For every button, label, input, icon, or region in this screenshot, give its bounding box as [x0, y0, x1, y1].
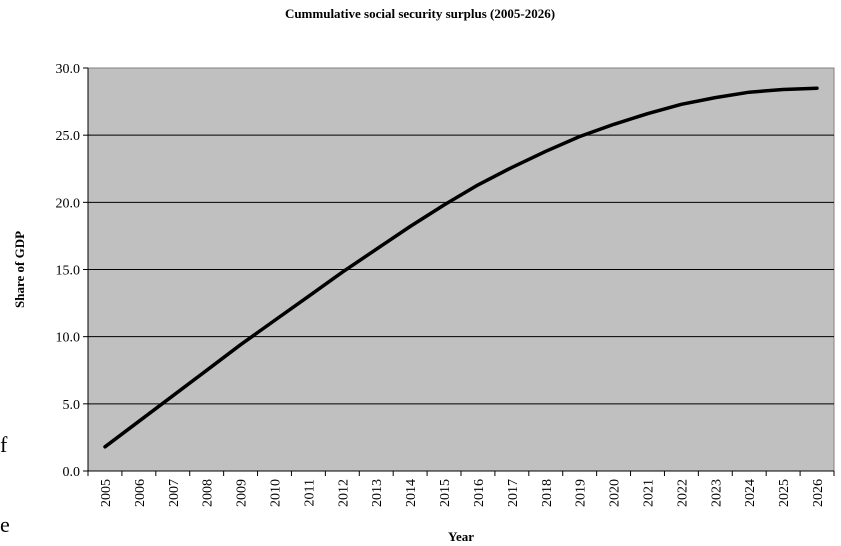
stray-text-f: f — [0, 432, 8, 457]
y-axis: 0.0 5.0 10.0 15.0 20.0 25.0 30.0 — [56, 62, 89, 480]
x-tick-label: 2018 — [540, 479, 555, 507]
x-tick-label: 2008 — [201, 479, 216, 507]
x-tick-label: 2012 — [336, 479, 351, 507]
x-tick-label: 2007 — [167, 479, 182, 507]
x-tick-label: 2016 — [472, 479, 487, 507]
x-tick-label: 2022 — [675, 479, 690, 507]
y-tick-label: 5.0 — [63, 398, 81, 413]
x-tick-label: 2009 — [235, 479, 250, 507]
x-axis-label: Year — [448, 529, 474, 544]
x-tick-label: 2010 — [269, 479, 284, 507]
series-layer — [103, 86, 819, 449]
x-tick-label: 2015 — [438, 479, 453, 507]
x-tick-label: 2021 — [642, 479, 657, 507]
x-tick-label: 2011 — [302, 479, 317, 506]
y-tick-label: 30.0 — [56, 62, 81, 77]
y-tick-label: 15.0 — [56, 264, 81, 279]
x-tick-label: 2025 — [777, 479, 792, 507]
x-tick-label: 2006 — [133, 479, 148, 507]
y-tick-label: 10.0 — [56, 331, 81, 346]
x-tick-label: 2026 — [811, 479, 826, 507]
x-tick-label: 2024 — [743, 479, 758, 507]
y-tick-label: 25.0 — [56, 129, 81, 144]
x-tick-label: 2005 — [99, 479, 114, 507]
x-tick-label: 2020 — [608, 479, 623, 507]
x-tick-label: 2014 — [404, 479, 419, 507]
x-axis: 2005 2006 2007 2008 2009 2010 2011 2012 2013 2014… — [87, 470, 835, 507]
chart-title: Cummulative social security surplus (200… — [285, 6, 555, 21]
y-tick-label: 0.0 — [63, 465, 81, 480]
grid-lines — [88, 134, 834, 405]
y-axis-label: Share of GDP — [12, 231, 27, 308]
x-tick-label: 2019 — [574, 479, 589, 507]
x-tick-label: 2013 — [370, 479, 385, 507]
y-tick-label: 20.0 — [56, 196, 81, 211]
x-tick-label: 2017 — [506, 479, 521, 507]
stray-text-e: e — [0, 512, 10, 537]
series-line — [103, 86, 819, 449]
x-tick-label: 2023 — [709, 479, 724, 507]
